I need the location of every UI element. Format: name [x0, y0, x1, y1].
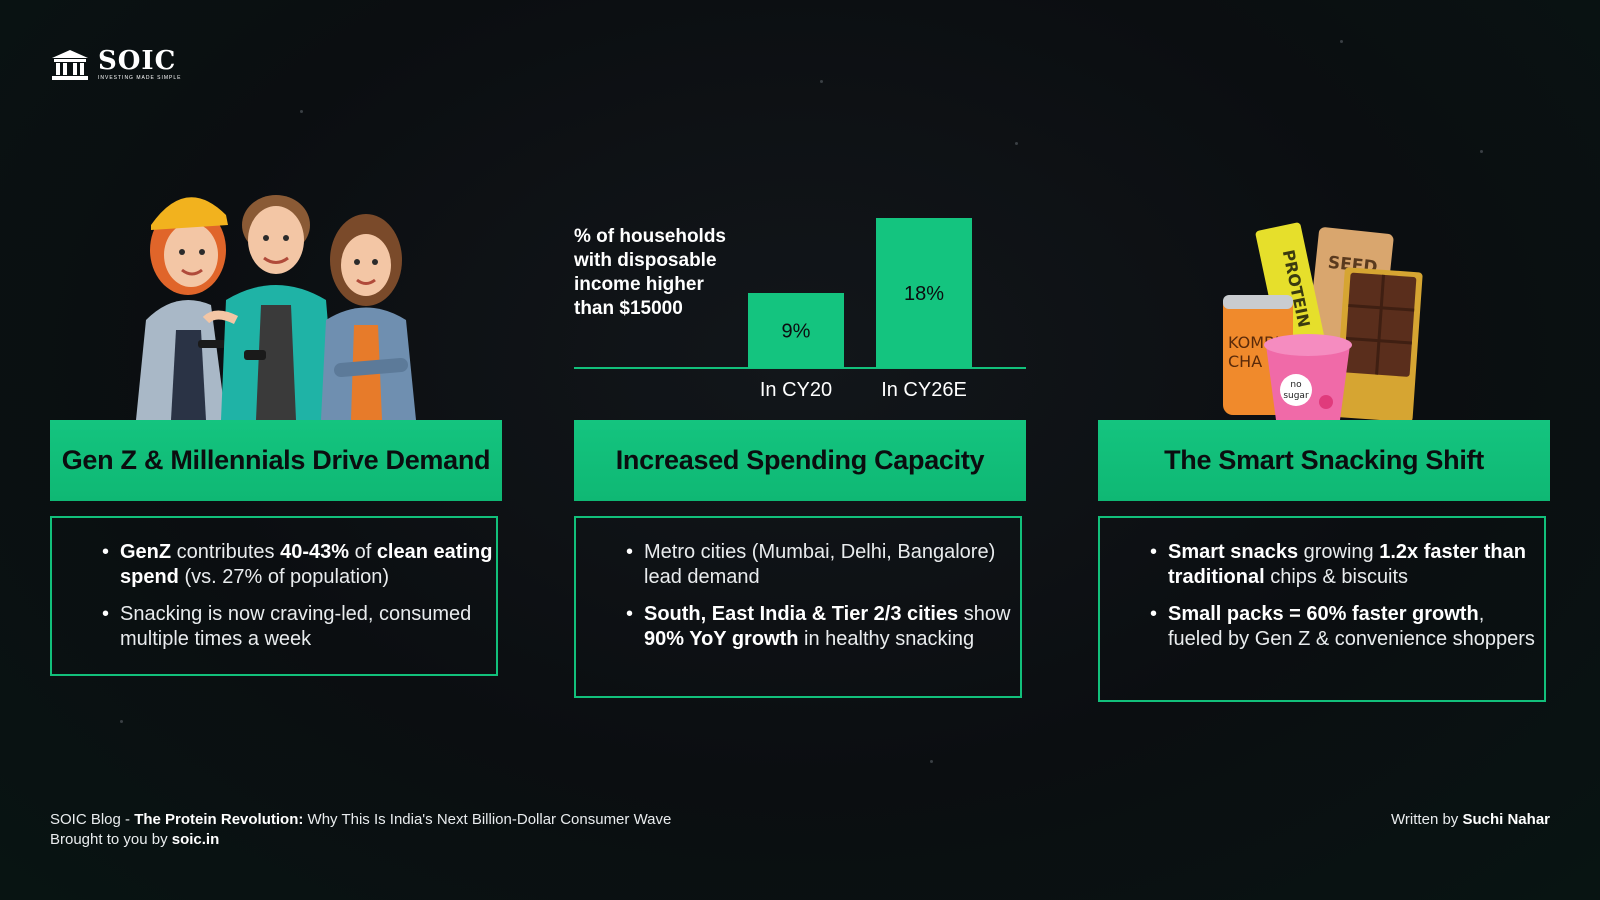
bullet-text: Metro cities (Mumbai, Delhi, Bangalore) …	[644, 541, 996, 588]
bullet-text: , fueled by Gen Z & convenience shoppers	[1168, 603, 1535, 650]
chart-bar	[876, 218, 972, 368]
bullet-text: contributes	[171, 541, 281, 563]
bullet-text: Snacking is now craving-led, consumed mu…	[120, 603, 472, 650]
bullet-text: Smart snacks	[1168, 541, 1299, 563]
chart-value-label: 18%	[904, 283, 944, 305]
bullet-item: Snacking is now craving-led, consumed mu…	[102, 602, 496, 652]
bullet-box: GenZ contributes 40-43% of clean eating …	[50, 516, 498, 676]
column-heading: The Smart Snacking Shift	[1098, 420, 1550, 501]
bullet-text: 40-43%	[280, 541, 350, 563]
bullet-text: show	[958, 603, 1011, 625]
bullet-box: Metro cities (Mumbai, Delhi, Bangalore) …	[574, 516, 1022, 698]
column-heading: Gen Z & Millennials Drive Demand	[50, 420, 502, 501]
footer-credits: SOIC Blog - The Protein Revolution: Why …	[50, 810, 671, 850]
author-name: Suchi Nahar	[1462, 811, 1550, 828]
bullet-text: chips & biscuits	[1264, 566, 1409, 588]
background-speck	[1340, 40, 1343, 43]
bullet-list: GenZ contributes 40-43% of clean eating …	[52, 540, 496, 652]
column-heading: Increased Spending Capacity	[574, 420, 1026, 501]
background-speck	[820, 80, 823, 83]
bullet-item: Metro cities (Mumbai, Delhi, Bangalore) …	[626, 540, 1020, 590]
household-income-chart: 9% In CY20 18% In CY26E	[574, 218, 1026, 401]
bullet-text: clean eating spend	[120, 541, 493, 588]
brand-tagline: INVESTING MADE SIMPLE	[98, 75, 182, 81]
background-speck	[300, 110, 303, 113]
blog-subtitle: Why This Is India's Next Billion-Dollar …	[303, 811, 672, 828]
written-prefix: Written by	[1391, 811, 1463, 828]
chart-bar	[748, 293, 844, 368]
chart-category-label: In CY20	[760, 379, 832, 401]
bullet-list: Smart snacks growing 1.2x faster than tr…	[1100, 540, 1544, 652]
background-speck	[930, 760, 933, 763]
snacks-illustration: SEED PROTEIN KOMBU CHA no sugar	[1223, 222, 1423, 422]
bullet-item: Smart snacks growing 1.2x faster than tr…	[1150, 540, 1544, 590]
blog-prefix: SOIC Blog -	[50, 811, 135, 828]
chart-category-label: In CY26E	[881, 379, 967, 401]
site-link[interactable]: soic.in	[171, 831, 220, 848]
bullet-text: Small packs = 60% faster growth	[1168, 603, 1479, 625]
bullet-text: in healthy snacking	[798, 628, 975, 650]
snack-cup-label-2: sugar	[1283, 391, 1309, 401]
genz-group-illustration	[136, 195, 416, 420]
bullet-text: GenZ	[120, 541, 172, 563]
brought-prefix: Brought to you by	[50, 831, 172, 848]
bullet-text: of	[349, 541, 377, 563]
bullet-text: (vs. 27% of population)	[178, 566, 390, 588]
brand-name: SOIC	[98, 46, 177, 76]
background-speck	[1480, 150, 1483, 153]
bullet-list: Metro cities (Mumbai, Delhi, Bangalore) …	[576, 540, 1020, 652]
bullet-item: South, East India & Tier 2/3 cities show…	[626, 602, 1020, 652]
bullet-text: South, East India & Tier 2/3 cities	[644, 603, 959, 625]
bullet-box: Smart snacks growing 1.2x faster than tr…	[1098, 516, 1546, 702]
blog-title: The Protein Revolution:	[134, 811, 304, 828]
bank-building-icon	[52, 49, 88, 80]
bullet-text: 90% YoY growth	[644, 628, 799, 650]
bullet-text: 1.2x faster than traditional	[1168, 541, 1526, 588]
chart-title: % of households with disposable income h…	[574, 226, 726, 319]
chart-value-label: 9%	[782, 321, 811, 343]
bullet-item: Small packs = 60% faster growth, fueled …	[1150, 602, 1544, 652]
brought-by-line: Brought to you by soic.in	[50, 830, 671, 850]
background-speck	[120, 720, 123, 723]
snack-can-label-2: CHA	[1228, 352, 1262, 371]
snack-cup-label-1: no	[1290, 380, 1302, 390]
background-speck	[1015, 142, 1018, 145]
blog-line: SOIC Blog - The Protein Revolution: Why …	[50, 810, 671, 830]
brand-logo[interactable]: SOIC INVESTING MADE SIMPLE	[50, 48, 182, 81]
author-credit: Written by Suchi Nahar	[1391, 810, 1550, 830]
bullet-item: GenZ contributes 40-43% of clean eating …	[102, 540, 496, 590]
bullet-text: growing	[1298, 541, 1380, 563]
